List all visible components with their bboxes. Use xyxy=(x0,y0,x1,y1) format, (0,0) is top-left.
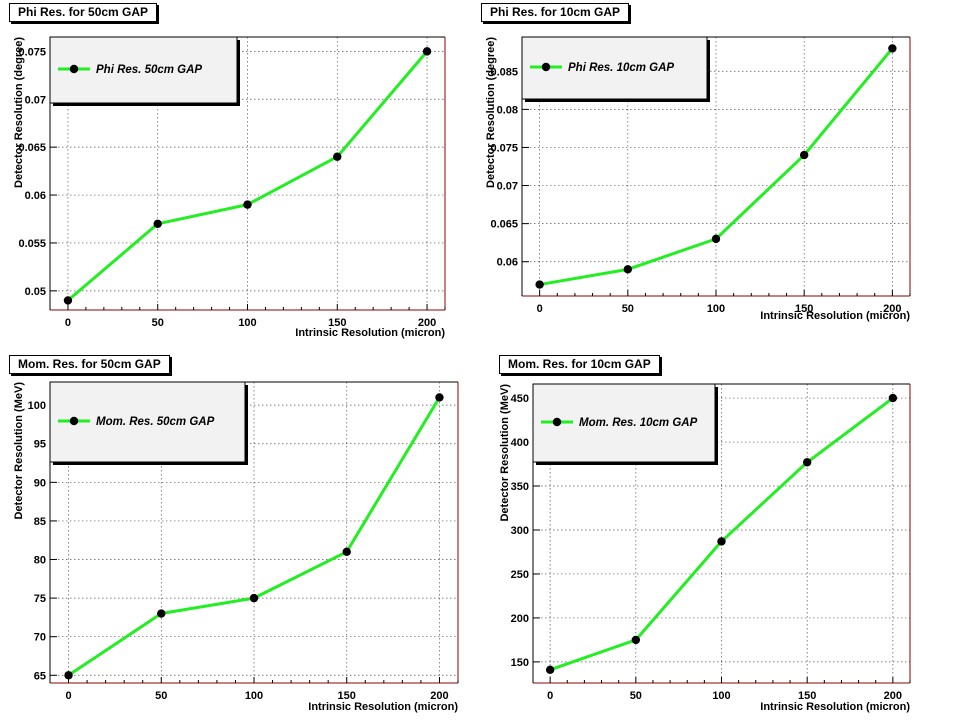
y-tick-label: 0.08 xyxy=(497,104,518,116)
x-axis-label: Intrinsic Resolution (micron) xyxy=(295,327,445,339)
y-tick-label: 0.065 xyxy=(18,142,46,154)
x-tick-label: 0 xyxy=(65,690,71,702)
x-tick-label: 0 xyxy=(547,690,553,702)
legend-label: Mom. Res. 10cm GAP xyxy=(579,417,698,429)
x-tick-label: 200 xyxy=(418,317,436,329)
data-point xyxy=(631,635,641,645)
x-axis-label: Intrinsic Resolution (micron) xyxy=(760,310,910,322)
x-tick-label: 0 xyxy=(537,303,543,315)
x-tick-label: 200 xyxy=(430,690,448,702)
x-tick-label: 150 xyxy=(798,690,816,702)
x-tick-label: 200 xyxy=(883,303,901,315)
x-tick-label: 150 xyxy=(338,690,356,702)
x-tick-label: 100 xyxy=(245,690,263,702)
y-tick-label: 0.07 xyxy=(25,94,46,106)
y-tick-label: 350 xyxy=(511,481,529,493)
x-tick-label: 50 xyxy=(155,690,167,702)
data-point xyxy=(888,44,897,53)
y-tick-label: 80 xyxy=(34,555,46,567)
chart-title: Phi Res. for 10cm GAP xyxy=(481,3,630,22)
y-axis-label: Detector Resolution (MeV) xyxy=(499,384,511,522)
y-tick-label: 100 xyxy=(28,400,46,412)
y-tick-label: 75 xyxy=(34,593,46,605)
chart-title: Mom. Res. for 50cm GAP xyxy=(9,355,170,374)
data-point xyxy=(63,296,73,305)
y-axis-label: Detector Resolution (degree) xyxy=(485,37,497,188)
x-tick-label: 100 xyxy=(712,690,730,702)
legend-label: Phi Res. 10cm GAP xyxy=(568,62,674,74)
y-tick-label: 70 xyxy=(34,632,46,644)
x-tick-label: 0 xyxy=(65,317,71,329)
y-tick-label: 0.06 xyxy=(497,257,518,269)
x-axis-label: Intrinsic Resolution (micron) xyxy=(308,701,458,713)
legend-label: Mom. Res. 50cm GAP xyxy=(96,416,215,428)
data-point xyxy=(249,593,259,603)
x-tick-label: 150 xyxy=(328,317,346,329)
y-axis-label: Detector Resolution (degree) xyxy=(13,37,25,188)
legend-swatch-marker xyxy=(541,62,551,72)
data-point xyxy=(157,609,166,618)
y-tick-label: 85 xyxy=(34,516,46,528)
y-tick-label: 0.055 xyxy=(18,238,46,250)
x-axis-label: Intrinsic Resolution (micron) xyxy=(760,701,910,713)
chart-title: Phi Res. for 50cm GAP xyxy=(9,3,158,22)
legend-swatch-marker xyxy=(552,417,562,427)
data-point xyxy=(888,393,898,403)
y-tick-label: 0.06 xyxy=(25,190,46,202)
data-point xyxy=(799,150,809,160)
data-point xyxy=(153,219,162,228)
y-tick-label: 0.075 xyxy=(18,46,46,58)
x-tick-label: 150 xyxy=(795,303,813,315)
y-axis-label: Detector Resolution (MeV) xyxy=(13,382,25,520)
chart-title: Mom. Res. for 10cm GAP xyxy=(499,355,660,374)
x-tick-label: 100 xyxy=(238,317,256,329)
y-tick-label: 200 xyxy=(511,613,529,625)
x-tick-label: 50 xyxy=(630,690,642,702)
legend-swatch-marker xyxy=(69,416,79,426)
data-point xyxy=(545,665,555,675)
y-tick-label: 450 xyxy=(511,393,529,405)
y-tick-label: 150 xyxy=(511,657,529,669)
y-tick-label: 250 xyxy=(511,569,529,581)
y-tick-label: 0.085 xyxy=(490,66,518,78)
x-tick-label: 100 xyxy=(707,303,725,315)
data-point xyxy=(717,537,726,546)
y-tick-label: 0.07 xyxy=(497,181,518,193)
data-point xyxy=(342,547,351,556)
legend-swatch-marker xyxy=(69,64,79,74)
y-tick-label: 0.05 xyxy=(25,286,46,298)
data-point xyxy=(623,265,633,274)
data-point xyxy=(535,280,544,289)
data-point xyxy=(711,234,721,244)
y-tick-label: 400 xyxy=(511,437,529,449)
y-tick-label: 95 xyxy=(34,439,46,451)
data-point xyxy=(333,152,342,161)
y-tick-label: 0.065 xyxy=(490,219,518,231)
y-tick-label: 90 xyxy=(34,477,46,489)
y-tick-label: 65 xyxy=(34,670,46,682)
x-tick-label: 50 xyxy=(152,317,164,329)
legend-label: Phi Res. 50cm GAP xyxy=(96,64,202,76)
x-tick-label: 200 xyxy=(884,690,902,702)
data-point xyxy=(802,458,812,467)
data-point xyxy=(435,393,444,402)
x-tick-label: 50 xyxy=(622,303,634,315)
y-tick-label: 300 xyxy=(511,525,529,537)
y-tick-label: 0.075 xyxy=(490,142,518,154)
data-point xyxy=(422,47,432,56)
data-point xyxy=(243,200,252,209)
data-point xyxy=(64,671,73,680)
